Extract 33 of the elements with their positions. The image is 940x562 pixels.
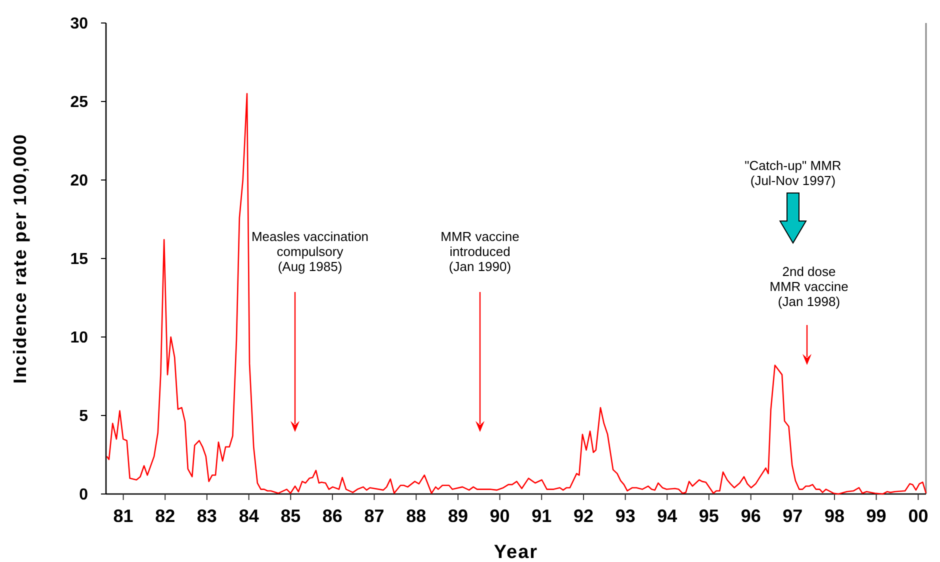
x-tick-label: 00 [908,506,928,526]
annotation: Measles vaccination compulsory (Aug 1985) [251,229,369,274]
annotation: MMR vaccine introduced (Jan 1990) [440,229,520,274]
y-tick-label: 10 [70,330,88,347]
y-tick-label: 15 [70,251,88,268]
x-tick-label: 87 [364,506,384,526]
x-tick-label: 93 [615,506,636,526]
y-tick-label: 25 [70,94,88,112]
x-tick-label: 81 [113,506,134,526]
x-tick-label: 96 [740,506,761,526]
x-tick-label: 88 [406,506,426,526]
x-tick-label: 90 [490,506,510,526]
x-tick-label: 85 [280,506,301,526]
y-axis-title: Incidence rate per 100,000 [10,133,30,384]
x-tick-label: 92 [574,506,594,526]
x-tick-label: 83 [196,506,217,526]
x-tick-label: 89 [448,506,468,526]
x-tick-label: 91 [532,506,552,526]
y-tick-label: 30 [70,16,88,33]
x-axis-title: Year [494,542,538,562]
x-tick-label: 98 [824,506,844,526]
y-tick-label: 5 [79,408,88,426]
x-tick-label: 99 [866,506,886,526]
x-tick-label: 84 [238,506,259,526]
y-tick-label: 0 [79,486,88,504]
annotation: "Catch-up" MMR (Jul-Nov 1997) [744,158,842,188]
y-tick-label: 20 [70,172,88,190]
x-tick-label: 82 [155,506,176,526]
x-tick-label: 95 [698,506,719,526]
x-tick-label: 97 [782,506,803,526]
annotation: 2nd dose MMR vaccine (Jan 1998) [770,264,848,309]
x-tick-label: 86 [322,506,342,526]
x-tick-label: 94 [657,506,678,526]
